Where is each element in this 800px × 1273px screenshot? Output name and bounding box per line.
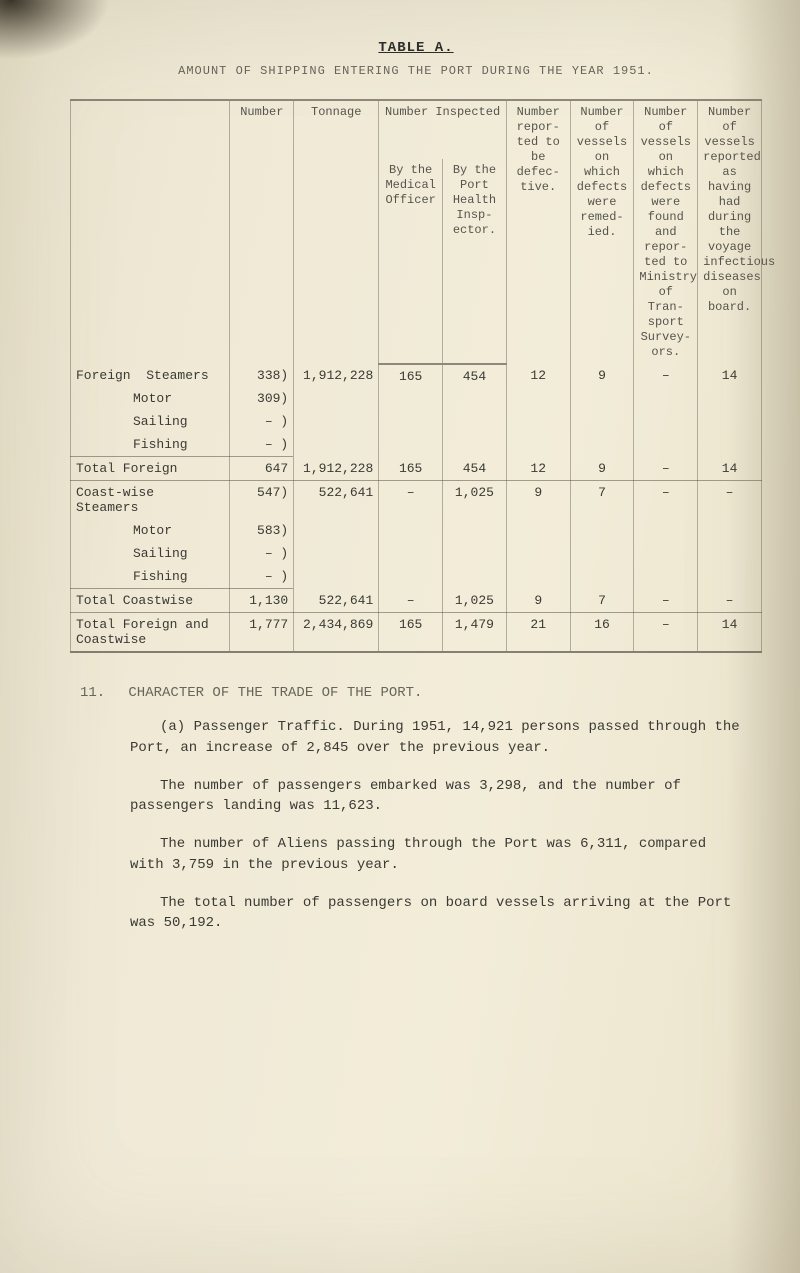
- total-foreign-diseases: 14: [698, 457, 762, 481]
- coast-sailing-number: – ): [230, 542, 294, 565]
- foreign-fishing-label: Fishing: [71, 433, 230, 457]
- grand-total-diseases: 14: [698, 613, 762, 653]
- coast-remedied: 7: [570, 481, 634, 589]
- foreign-steamers-number: 338): [230, 364, 294, 387]
- foreign-motor-number: 309): [230, 387, 294, 410]
- coast-row-label: Steamers: [76, 500, 138, 515]
- foreign-remedied: 9: [570, 364, 634, 457]
- section-11-number: 11.: [80, 683, 120, 703]
- total-coast-tonnage: 522,641: [294, 589, 379, 613]
- col-found: Number of vessels on which defects were …: [634, 100, 698, 364]
- foreign-group-label: Foreign: [76, 368, 131, 383]
- shipping-table: Number Tonnage Number Inspected Number r…: [70, 99, 762, 653]
- grand-total-reported: 21: [506, 613, 570, 653]
- grand-total-remedied: 16: [570, 613, 634, 653]
- foreign-motor-label: Motor: [71, 387, 230, 410]
- total-foreign-number: 647: [230, 457, 294, 481]
- coast-found: –: [634, 481, 698, 589]
- col-number: Number: [230, 100, 294, 364]
- grand-total-label: Total Foreign and Coastwise: [71, 613, 230, 653]
- col-diseases: Number of vessels reported as having had…: [698, 100, 762, 364]
- foreign-tonnage: 1,912,228: [294, 364, 379, 457]
- foreign-sailing-label: Sailing: [71, 410, 230, 433]
- col-number-inspected: Number Inspected: [379, 100, 507, 159]
- total-coast-by-medical: –: [379, 589, 443, 613]
- total-foreign-remedied: 9: [570, 457, 634, 481]
- section-11-heading: CHARACTER OF THE TRADE OF THE PORT.: [128, 685, 422, 701]
- total-coast-number: 1,130: [230, 589, 294, 613]
- coast-tonnage: 522,641: [294, 481, 379, 589]
- col-category: [71, 100, 230, 364]
- total-foreign-label: Total Foreign: [71, 457, 230, 481]
- section-11-para-c: The number of Aliens passing through the…: [130, 834, 742, 875]
- section-11: 11. CHARACTER OF THE TRADE OF THE PORT. …: [70, 683, 762, 934]
- grand-total-by-port-health: 1,479: [443, 613, 507, 653]
- total-foreign-by-port-health: 454: [443, 457, 507, 481]
- coast-steamers-number: 547): [230, 481, 294, 520]
- coast-by-port-health: 1,025: [443, 481, 507, 589]
- total-coast-label: Total Coastwise: [71, 589, 230, 613]
- foreign-found: –: [634, 364, 698, 457]
- col-reported: Number repor-ted to be defec-tive.: [506, 100, 570, 364]
- coast-sailing-label: Sailing: [71, 542, 230, 565]
- total-foreign-reported: 12: [506, 457, 570, 481]
- total-coast-remedied: 7: [570, 589, 634, 613]
- col-remedied: Number of vessels on which defects were …: [570, 100, 634, 364]
- coast-diseases: –: [698, 481, 762, 589]
- coast-motor-number: 583): [230, 519, 294, 542]
- total-coast-by-port-health: 1,025: [443, 589, 507, 613]
- foreign-reported: 12: [506, 364, 570, 457]
- foreign-by-medical: 165: [379, 364, 443, 457]
- total-coast-reported: 9: [506, 589, 570, 613]
- foreign-sailing-number: – ): [230, 410, 294, 433]
- section-11-para-d: The total number of passengers on board …: [130, 893, 742, 934]
- grand-total-tonnage: 2,434,869: [294, 613, 379, 653]
- total-foreign-by-medical: 165: [379, 457, 443, 481]
- coast-by-medical: –: [379, 481, 443, 589]
- coast-motor-label: Motor: [71, 519, 230, 542]
- foreign-by-port-health: 454: [443, 364, 507, 457]
- total-coast-found: –: [634, 589, 698, 613]
- coast-group-label: Coast-wise: [76, 485, 154, 500]
- grand-total-by-medical: 165: [379, 613, 443, 653]
- coast-fishing-number: – ): [230, 565, 294, 589]
- foreign-steamers-label: Foreign Steamers: [71, 364, 230, 387]
- total-coast-diseases: –: [698, 589, 762, 613]
- grand-total-number: 1,777: [230, 613, 294, 653]
- table-title: TABLE A.: [70, 40, 762, 56]
- total-foreign-found: –: [634, 457, 698, 481]
- coast-steamers-label: Coast-wise Steamers: [71, 481, 230, 520]
- coast-reported: 9: [506, 481, 570, 589]
- grand-total-found: –: [634, 613, 698, 653]
- foreign-fishing-number: – ): [230, 433, 294, 457]
- col-by-port-health: By the Port Health Insp-ector.: [443, 159, 507, 364]
- table-subtitle: AMOUNT OF SHIPPING ENTERING THE PORT DUR…: [70, 64, 762, 79]
- foreign-row-label: Steamers: [146, 368, 208, 383]
- section-11-para-b: The number of passengers embarked was 3,…: [130, 776, 742, 817]
- col-tonnage: Tonnage: [294, 100, 379, 364]
- coast-fishing-label: Fishing: [71, 565, 230, 589]
- col-by-medical: By the Medical Officer: [379, 159, 443, 364]
- section-11-para-a: (a) Passenger Traffic. During 1951, 14,9…: [130, 717, 742, 758]
- foreign-diseases: 14: [698, 364, 762, 457]
- total-foreign-tonnage: 1,912,228: [294, 457, 379, 481]
